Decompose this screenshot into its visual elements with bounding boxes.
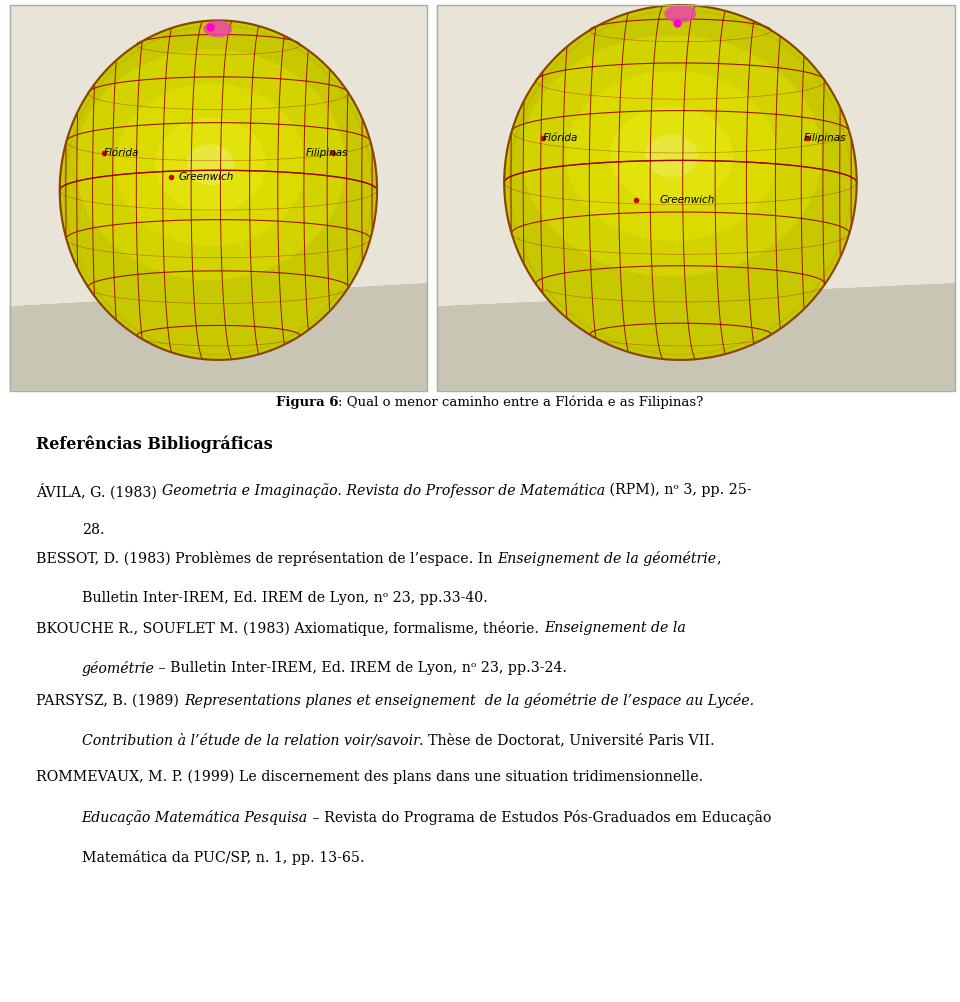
Text: PARSYSZ, B. (1989): PARSYSZ, B. (1989) bbox=[36, 693, 184, 707]
Text: (RPM), nᵒ 3, pp. 25-: (RPM), nᵒ 3, pp. 25- bbox=[605, 483, 752, 497]
Text: Filipinas: Filipinas bbox=[305, 148, 348, 158]
Text: Flórida: Flórida bbox=[104, 148, 139, 158]
Text: Enseignement de la géométrie: Enseignement de la géométrie bbox=[497, 551, 716, 566]
Ellipse shape bbox=[664, 5, 696, 23]
Bar bbox=[10, 5, 427, 391]
Text: Enseignement de la: Enseignement de la bbox=[544, 621, 685, 635]
Text: géométrie: géométrie bbox=[82, 661, 155, 676]
Ellipse shape bbox=[522, 35, 822, 277]
Ellipse shape bbox=[60, 20, 377, 360]
Text: – Bulletin Inter-IREM, Ed. IREM de Lyon, nᵒ 23, pp.3-24.: – Bulletin Inter-IREM, Ed. IREM de Lyon,… bbox=[155, 661, 567, 675]
Ellipse shape bbox=[155, 117, 266, 212]
Ellipse shape bbox=[186, 144, 234, 185]
Text: . Thèse de Doctorat, Université Paris VII.: . Thèse de Doctorat, Université Paris VI… bbox=[420, 733, 715, 747]
Polygon shape bbox=[10, 5, 427, 306]
Text: : Qual o menor caminho entre a Flórida e as Filipinas?: : Qual o menor caminho entre a Flórida e… bbox=[338, 396, 703, 409]
Text: ROMMEVAUX, M. P. (1999) Le discernement des plans dans une situation tridimensio: ROMMEVAUX, M. P. (1999) Le discernement … bbox=[36, 770, 704, 784]
Polygon shape bbox=[10, 283, 427, 391]
Text: Greenwich: Greenwich bbox=[179, 171, 234, 181]
Text: Figura 6: Figura 6 bbox=[276, 396, 338, 409]
Text: Referências Bibliográficas: Referências Bibliográficas bbox=[36, 436, 274, 453]
Ellipse shape bbox=[565, 71, 778, 241]
Ellipse shape bbox=[115, 83, 305, 246]
Ellipse shape bbox=[645, 134, 698, 177]
Text: Greenwich: Greenwich bbox=[660, 195, 714, 205]
Text: Bulletin Inter-IREM, Ed. IREM de Lyon, nᵒ 23, pp.33-40.: Bulletin Inter-IREM, Ed. IREM de Lyon, n… bbox=[82, 591, 488, 605]
Text: – Revista do Programa de Estudos Pós-Graduados em Educação: – Revista do Programa de Estudos Pós-Gra… bbox=[308, 810, 771, 825]
Polygon shape bbox=[437, 5, 955, 306]
Polygon shape bbox=[437, 283, 955, 391]
Text: ,: , bbox=[716, 551, 721, 565]
Text: 28.: 28. bbox=[82, 523, 105, 537]
Text: Matemática da PUC/SP, n. 1, pp. 13-65.: Matemática da PUC/SP, n. 1, pp. 13-65. bbox=[82, 850, 364, 865]
Text: BESSOT, D. (1983) Problèmes de représentation de l’espace. In: BESSOT, D. (1983) Problèmes de représent… bbox=[36, 551, 497, 566]
Text: Filipinas: Filipinas bbox=[804, 133, 847, 143]
Bar bbox=[437, 5, 955, 391]
Text: Flórida: Flórida bbox=[543, 133, 578, 143]
Text: ÁVILA, G. (1983): ÁVILA, G. (1983) bbox=[36, 483, 162, 499]
Text: Representations planes et enseignement  de la géométrie de l’espace au Lycée.: Representations planes et enseignement d… bbox=[184, 693, 754, 708]
Text: Geometria e Imaginação. Revista do Professor de Matemática: Geometria e Imaginação. Revista do Profe… bbox=[162, 483, 605, 498]
Text: Contribution à l’étude de la relation voir/savoir: Contribution à l’étude de la relation vo… bbox=[82, 733, 420, 747]
Ellipse shape bbox=[504, 5, 856, 360]
Text: BKOUCHE R., SOUFLET M. (1983) Axiomatique, formalisme, théorie.: BKOUCHE R., SOUFLET M. (1983) Axiomatiqu… bbox=[36, 621, 544, 636]
Ellipse shape bbox=[204, 20, 232, 37]
Text: Educação Matemática Pesquisa: Educação Matemática Pesquisa bbox=[82, 810, 308, 825]
Ellipse shape bbox=[610, 106, 733, 205]
Ellipse shape bbox=[76, 49, 346, 281]
